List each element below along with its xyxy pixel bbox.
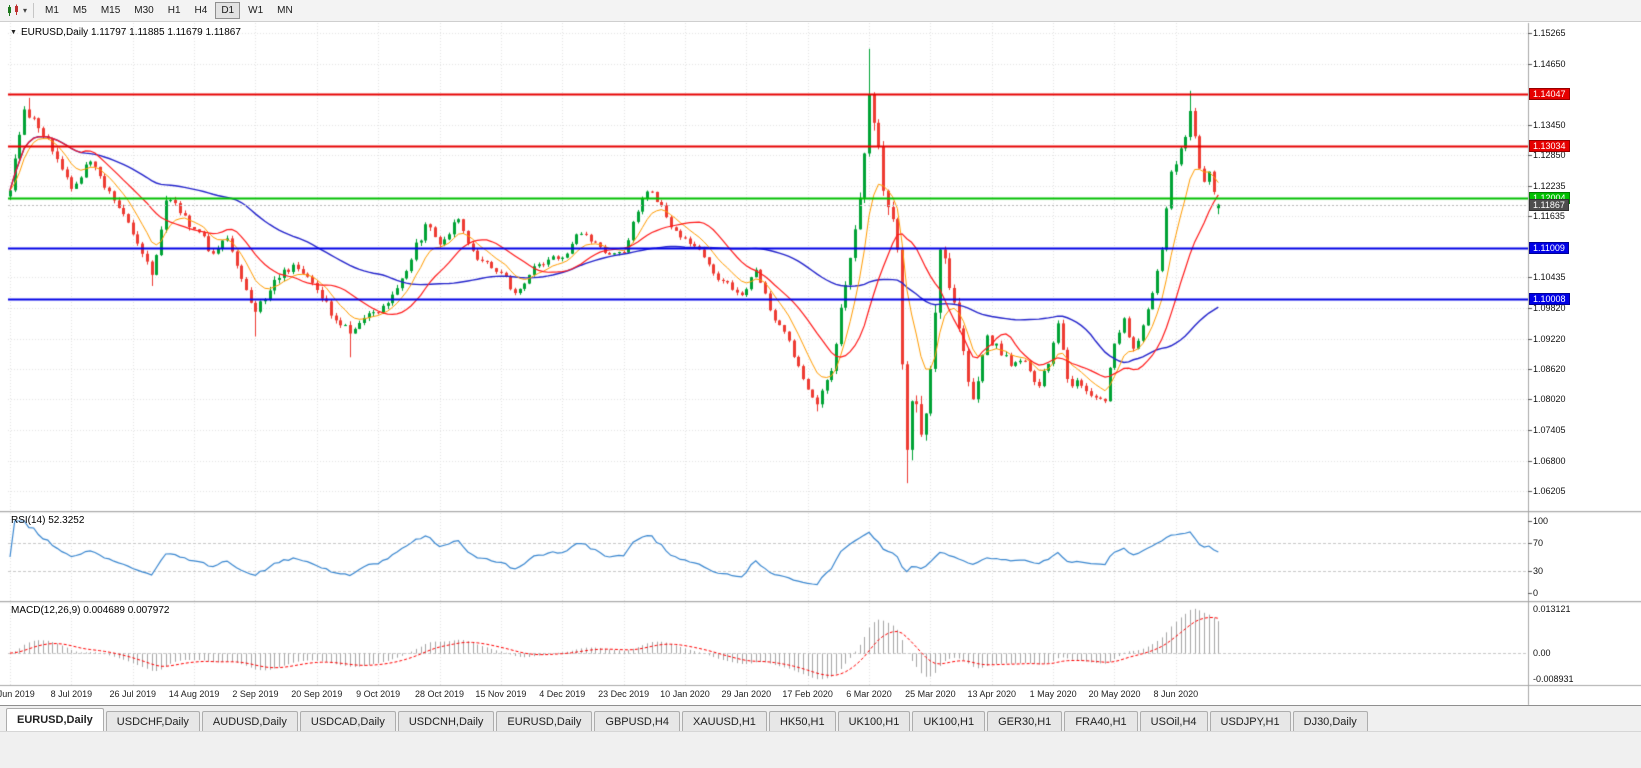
timeframe-button-h4[interactable]: H4 — [189, 2, 214, 19]
date-axis-label: 15 Nov 2019 — [475, 689, 526, 699]
chart-tab-eurusd-daily[interactable]: EURUSD,Daily — [6, 708, 104, 731]
price-axis-label: 1.15265 — [1533, 28, 1566, 38]
macd-axis-label-max: 0.013121 — [1533, 604, 1571, 614]
chart-tab-eurusd-daily[interactable]: EURUSD,Daily — [496, 711, 592, 731]
chart-tab-ger30-h1[interactable]: GER30,H1 — [987, 711, 1062, 731]
price-line-badge: 1.14047 — [1529, 88, 1570, 100]
date-axis-label: 19 Jun 2019 — [0, 689, 35, 699]
date-axis-label: 26 Jul 2019 — [109, 689, 156, 699]
date-axis-label: 13 Apr 2020 — [967, 689, 1016, 699]
timeframe-button-h1[interactable]: H1 — [162, 2, 187, 19]
date-axis-label: 17 Feb 2020 — [782, 689, 833, 699]
date-axis-label: 4 Dec 2019 — [539, 689, 585, 699]
price-axis-label: 1.12235 — [1533, 181, 1566, 191]
timeframe-button-m5[interactable]: M5 — [67, 2, 93, 19]
price-line-badge: 1.10008 — [1529, 293, 1570, 305]
chart-ohlc-text: EURUSD,Daily 1.11797 1.11885 1.11679 1.1… — [21, 27, 241, 38]
date-axis-label: 9 Oct 2019 — [356, 689, 400, 699]
rsi-axis-label: 100 — [1533, 516, 1548, 526]
date-axis-label: 20 May 2020 — [1088, 689, 1140, 699]
chart-tab-usdcad-daily[interactable]: USDCAD,Daily — [300, 711, 396, 731]
chart-tab-usdcnh-daily[interactable]: USDCNH,Daily — [398, 711, 495, 731]
date-axis-label: 14 Aug 2019 — [169, 689, 220, 699]
chart-menu-icon[interactable]: ▼ — [10, 29, 17, 36]
timeframe-button-m1[interactable]: M1 — [39, 2, 65, 19]
price-axis-label: 1.10435 — [1533, 272, 1566, 282]
price-axis-label: 1.08020 — [1533, 394, 1566, 404]
price-axis-label: 1.13450 — [1533, 120, 1566, 130]
price-axis-label: 1.09220 — [1533, 334, 1566, 344]
chart-overlay: 1.152651.146501.134501.128501.122351.116… — [0, 0, 1641, 768]
timeframe-button-m15[interactable]: M15 — [95, 2, 126, 19]
toolbar-separator — [33, 3, 34, 18]
rsi-axis-label: 70 — [1533, 538, 1543, 548]
trading-terminal: ▾ M1M5M15M30H1H4D1W1MN ▼ EURUSD,Daily 1.… — [0, 0, 1641, 768]
chart-ohlc-header: ▼ EURUSD,Daily 1.11797 1.11885 1.11679 1… — [10, 27, 241, 38]
toolbar: ▾ M1M5M15M30H1H4D1W1MN — [0, 0, 1641, 22]
timeframe-button-w1[interactable]: W1 — [242, 2, 269, 19]
bottom-strip — [0, 731, 1641, 768]
chart-tab-hk50-h1[interactable]: HK50,H1 — [769, 711, 836, 731]
date-axis-label: 23 Dec 2019 — [598, 689, 649, 699]
chart-tab-gbpusd-h4[interactable]: GBPUSD,H4 — [594, 711, 680, 731]
bid-price-badge: 1.11867 — [1529, 199, 1569, 211]
chart-tab-usdchf-daily[interactable]: USDCHF,Daily — [106, 711, 200, 731]
date-axis-label: 10 Jan 2020 — [660, 689, 710, 699]
date-axis-label: 28 Oct 2019 — [415, 689, 464, 699]
macd-indicator-label: MACD(12,26,9) 0.004689 0.007972 — [11, 605, 169, 616]
timeframe-toolbar: M1M5M15M30H1H4D1W1MN — [38, 2, 300, 19]
date-axis-label: 6 Mar 2020 — [846, 689, 892, 699]
dropdown-caret-icon[interactable]: ▾ — [23, 6, 27, 15]
price-axis-label: 1.09820 — [1533, 303, 1566, 313]
chart-tab-dj30-daily[interactable]: DJ30,Daily — [1293, 711, 1368, 731]
chart-type-icon[interactable] — [3, 2, 23, 20]
price-axis-label: 1.06800 — [1533, 456, 1566, 466]
chart-tab-bar: EURUSD,DailyUSDCHF,DailyAUDUSD,DailyUSDC… — [0, 705, 1641, 731]
rsi-indicator-label: RSI(14) 52.3252 — [11, 515, 84, 526]
timeframe-button-mn[interactable]: MN — [271, 2, 299, 19]
chart-tab-uk100-h1[interactable]: UK100,H1 — [912, 711, 985, 731]
date-axis-label: 1 May 2020 — [1030, 689, 1077, 699]
price-axis-label: 1.11635 — [1533, 211, 1565, 221]
price-line-badge: 1.11009 — [1529, 242, 1569, 254]
chart-tab-xauusd-h1[interactable]: XAUUSD,H1 — [682, 711, 767, 731]
chart-tab-audusd-daily[interactable]: AUDUSD,Daily — [202, 711, 298, 731]
date-axis-label: 2 Sep 2019 — [232, 689, 278, 699]
price-axis-label: 1.08620 — [1533, 364, 1566, 374]
date-axis-label: 8 Jun 2020 — [1154, 689, 1199, 699]
price-axis-label: 1.14650 — [1533, 59, 1566, 69]
candlestick-icon — [6, 4, 21, 18]
macd-axis-label-zero: 0.00 — [1533, 648, 1551, 658]
date-axis-label: 29 Jan 2020 — [722, 689, 772, 699]
chart-tab-usoil-h4[interactable]: USOil,H4 — [1140, 711, 1208, 731]
rsi-axis-label: 0 — [1533, 588, 1538, 598]
price-line-badge: 1.13034 — [1529, 140, 1570, 152]
date-axis-label: 25 Mar 2020 — [905, 689, 956, 699]
date-axis-label: 8 Jul 2019 — [51, 689, 93, 699]
price-axis-label: 1.07405 — [1533, 425, 1566, 435]
date-axis-label: 20 Sep 2019 — [291, 689, 342, 699]
macd-axis-label-min: -0.008931 — [1533, 674, 1574, 684]
price-axis-label: 1.06205 — [1533, 486, 1566, 496]
rsi-axis-label: 30 — [1533, 566, 1543, 576]
chart-tab-uk100-h1[interactable]: UK100,H1 — [838, 711, 911, 731]
timeframe-button-d1[interactable]: D1 — [215, 2, 240, 19]
chart-tab-usdjpy-h1[interactable]: USDJPY,H1 — [1210, 711, 1291, 731]
timeframe-button-m30[interactable]: M30 — [128, 2, 159, 19]
chart-tab-fra40-h1[interactable]: FRA40,H1 — [1064, 711, 1137, 731]
